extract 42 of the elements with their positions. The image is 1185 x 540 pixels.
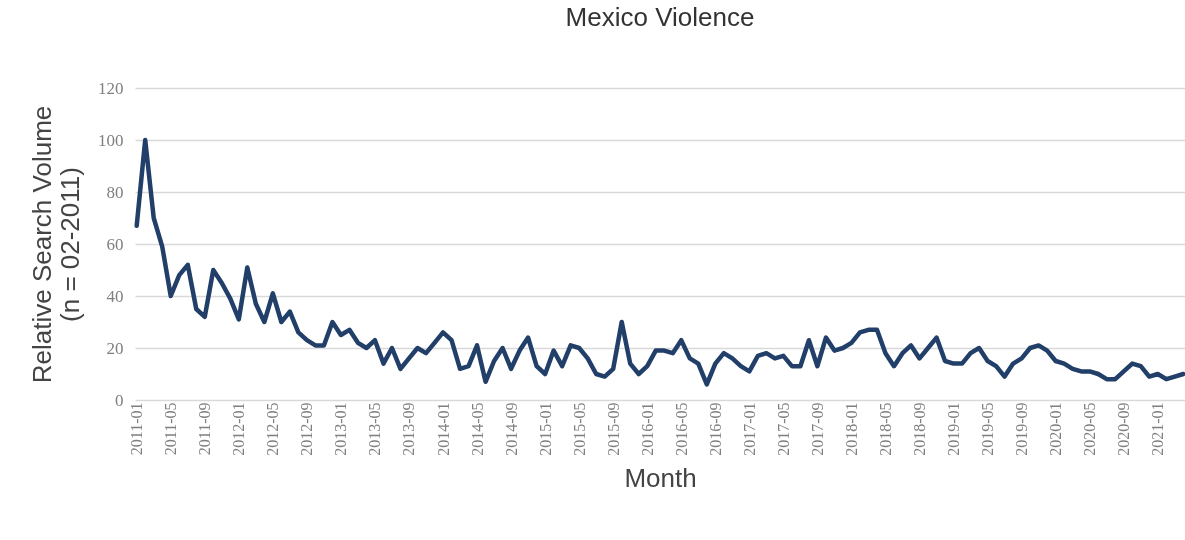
y-tick-label: 20 bbox=[106, 338, 124, 358]
x-tick-label: 2020-01 bbox=[1047, 402, 1065, 456]
y-tick-label: 100 bbox=[98, 130, 124, 150]
x-tick-label: 2019-05 bbox=[979, 402, 997, 456]
y-axis-title: Relative Search Volume (n = 02-2011) bbox=[27, 105, 85, 384]
x-axis-title: Month bbox=[624, 462, 697, 493]
x-tick-label: 2019-09 bbox=[1013, 402, 1031, 456]
x-tick-label: 2018-05 bbox=[876, 402, 894, 456]
x-tick-label: 2019-01 bbox=[945, 402, 963, 456]
x-tick-label: 2012-09 bbox=[298, 402, 316, 456]
x-tick-label: 2015-09 bbox=[604, 402, 622, 456]
x-tick-label: 2014-01 bbox=[434, 402, 452, 456]
x-tick-label: 2015-05 bbox=[570, 402, 588, 456]
x-tick-label: 2014-05 bbox=[468, 402, 486, 456]
x-tick-label: 2016-09 bbox=[706, 402, 724, 456]
x-tick-label: 2011-05 bbox=[162, 402, 180, 456]
x-tick-label: 2013-09 bbox=[400, 402, 418, 456]
x-tick-label: 2018-09 bbox=[911, 402, 929, 456]
x-tick-label: 2020-09 bbox=[1115, 402, 1133, 456]
x-tick-label: 2013-05 bbox=[366, 402, 384, 456]
line-series bbox=[134, 137, 1185, 387]
x-tick-label: 2017-01 bbox=[740, 402, 758, 456]
x-tick-label: 2011-01 bbox=[128, 402, 146, 456]
y-tick-label: 0 bbox=[115, 390, 124, 410]
y-tick-label: 80 bbox=[106, 182, 124, 202]
x-tick-label: 2017-05 bbox=[774, 402, 792, 456]
x-tick-label: 2012-05 bbox=[264, 402, 282, 456]
x-tick-label: 2016-01 bbox=[638, 402, 656, 456]
y-tick-label: 40 bbox=[106, 286, 124, 306]
x-tick-label: 2017-09 bbox=[808, 402, 826, 456]
x-tick-label: 2013-01 bbox=[332, 402, 350, 456]
x-tick-label: 2021-01 bbox=[1149, 402, 1167, 456]
x-tick-label: 2014-09 bbox=[502, 402, 520, 456]
x-tick-label: 2011-09 bbox=[196, 402, 214, 456]
x-tick-label: 2020-05 bbox=[1081, 402, 1099, 456]
x-tick-label: 2018-01 bbox=[842, 402, 860, 456]
x-tick-label: 2012-01 bbox=[230, 402, 248, 456]
y-tick-label: 120 bbox=[98, 78, 124, 98]
x-tick-label: 2016-05 bbox=[672, 402, 690, 456]
x-tick-label: 2015-01 bbox=[536, 402, 554, 456]
y-tick-label: 60 bbox=[106, 234, 124, 254]
chart-title: Mexico Violence bbox=[565, 2, 755, 32]
